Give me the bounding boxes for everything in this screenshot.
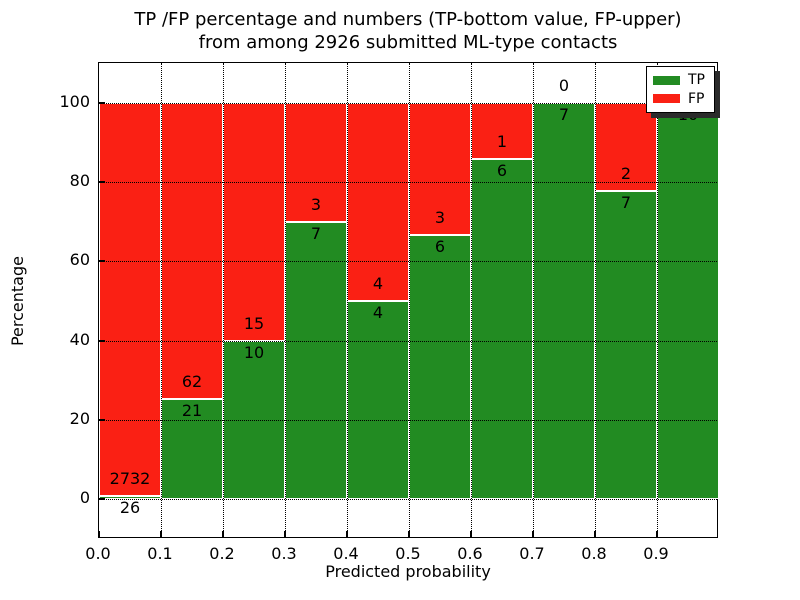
tp-bar-segment (347, 301, 409, 500)
y-axis-title: Percentage (8, 256, 27, 347)
x-tick-mark (346, 531, 348, 537)
chart-title-line1: TP /FP percentage and numbers (TP-bottom… (134, 9, 682, 30)
fp-count-label: 1 (496, 132, 508, 152)
x-tick-mark (594, 531, 596, 537)
fp-count-label: 2 (620, 163, 632, 183)
vertical-gridline (223, 63, 224, 537)
x-tick-mark (222, 531, 224, 537)
fp-bar-segment (595, 102, 657, 191)
vertical-gridline (657, 63, 658, 537)
tp-bar-segment (595, 190, 657, 500)
tp-count-label: 10 (243, 342, 265, 362)
tp-bar-segment (99, 495, 161, 500)
fp-count-label: 62 (181, 371, 203, 391)
fp-count-label: 4 (372, 274, 384, 293)
x-tick-label: 0.4 (333, 544, 359, 563)
legend: TP FP (646, 66, 715, 113)
fp-count-label: 15 (243, 313, 265, 333)
fp-bar-segment (161, 102, 223, 399)
y-tick-mark (99, 260, 105, 263)
x-tick-mark (408, 531, 410, 537)
fp-count-label: 2732 (109, 468, 151, 488)
chart-title-line2: from among 2926 submitted ML-type contac… (198, 32, 618, 53)
tp-count-label: 6 (434, 236, 446, 256)
x-tick-label: 0.2 (209, 544, 235, 563)
fp-count-label: 0 (558, 75, 570, 95)
tp-bar-segment (285, 221, 347, 500)
tp-bar-segment (223, 340, 285, 500)
fp-bar-segment (471, 102, 533, 160)
tp-count-label: 4 (372, 303, 384, 322)
vertical-gridline (533, 63, 534, 537)
x-tick-label: 0.8 (581, 544, 607, 563)
horizontal-gridline (99, 340, 717, 342)
horizontal-gridline (99, 102, 717, 104)
tp-bar-segment (657, 102, 719, 500)
y-tick-mark (99, 498, 105, 501)
y-tick-mark (99, 339, 105, 342)
tp-color-swatch-icon (653, 75, 680, 85)
y-tick-label: 20 (69, 409, 90, 428)
vertical-gridline (161, 63, 162, 537)
x-tick-mark (284, 531, 286, 537)
plot-area: 27322662211510374436160727010 (98, 62, 719, 538)
vertical-gridline (595, 63, 596, 537)
vertical-gridline (285, 63, 286, 537)
vertical-gridline (347, 63, 348, 537)
tp-count-label: 7 (620, 192, 632, 212)
legend-entry-tp: TP (653, 72, 708, 88)
legend-label-fp: FP (688, 90, 705, 107)
fp-bar-segment (285, 102, 347, 222)
tickmarks-layer (98, 63, 717, 537)
legend-entry-fp: FP (653, 91, 708, 107)
x-tick-mark (160, 531, 162, 537)
x-tick-label: 0.9 (643, 544, 669, 563)
fp-color-swatch-icon (653, 94, 680, 104)
y-tick-label: 80 (69, 171, 90, 190)
legend-label-tp: TP (688, 72, 705, 89)
y-tick-label: 100 (59, 91, 90, 111)
gridlines-layer (99, 63, 717, 537)
y-tick-mark (99, 181, 105, 183)
horizontal-gridline (99, 499, 717, 501)
y-tick-label: 0 (79, 488, 90, 508)
fp-bar-segment (347, 102, 409, 301)
tp-count-label: 7 (310, 223, 322, 243)
x-tick-label: 0.7 (519, 544, 545, 563)
fp-count-label: 3 (434, 207, 446, 227)
x-tick-label: 0.3 (271, 544, 297, 563)
tp-bar-segment (533, 102, 595, 500)
tp-count-label: 21 (181, 400, 203, 420)
x-tick-label: 0.6 (457, 544, 483, 563)
vertical-gridline (409, 63, 410, 537)
horizontal-gridline (99, 261, 717, 263)
y-tick-mark (99, 101, 105, 104)
horizontal-gridline (99, 420, 717, 421)
y-tick-mark (99, 419, 105, 421)
x-tick-mark (470, 531, 472, 537)
fp-count-label: 3 (310, 194, 322, 214)
y-tick-label: 40 (69, 329, 90, 349)
x-tick-mark (656, 531, 658, 537)
x-tick-mark (532, 531, 534, 537)
tp-count-label: 7 (558, 104, 570, 124)
bars-layer (99, 63, 719, 537)
x-tick-label: 0.0 (85, 544, 111, 563)
x-axis-title: Predicted probability (325, 562, 491, 581)
bar-count-labels-layer: 27322662211510374436160727010 (99, 63, 717, 537)
y-tick-label: 60 (69, 250, 90, 270)
fp-bar-segment (409, 102, 471, 235)
fp-bar-segment (99, 102, 161, 496)
tp-count-label: 26 (119, 497, 141, 517)
tp-count-label: 6 (496, 161, 508, 181)
x-tick-label: 0.1 (147, 544, 173, 563)
x-tick-label: 0.5 (395, 544, 421, 563)
x-tick-mark (98, 531, 100, 537)
chart-title: TP /FP percentage and numbers (TP-bottom… (98, 8, 718, 54)
vertical-gridline (471, 63, 472, 537)
horizontal-gridline (99, 182, 717, 183)
